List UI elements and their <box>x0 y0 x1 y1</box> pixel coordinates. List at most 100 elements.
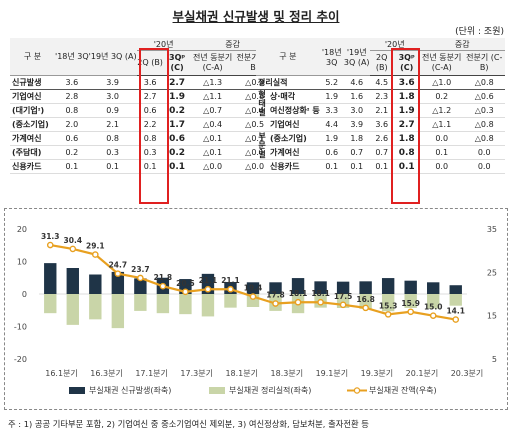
bar <box>156 294 170 314</box>
point <box>159 282 167 290</box>
bar <box>449 294 462 306</box>
bar <box>404 280 417 294</box>
row-label: 가계여신 <box>10 131 55 146</box>
table-cell: △1.2 <box>419 103 464 118</box>
bar <box>381 294 395 312</box>
table-cell: 0.1 <box>55 159 89 174</box>
left-axis-tick-label: 10 <box>17 258 27 267</box>
left-axis-tick-label: 0 <box>22 290 27 299</box>
data-label: 17.5 <box>334 292 353 301</box>
point <box>317 298 324 306</box>
left-header-change: 증감 <box>190 38 275 51</box>
row-label: 정리실적 <box>256 75 320 90</box>
point <box>137 274 144 282</box>
legend-swatch <box>353 387 361 394</box>
table-cell: 2.7 <box>393 117 420 132</box>
table-cell: 3.6 <box>136 75 164 90</box>
table-row: 부문별 기업여신 4.4 3.9 3.6 2.7 △1.1 △0.8 <box>256 117 505 174</box>
table-row: (중소기업) 1.9 1.8 2.6 1.8 0.0 △0.8 <box>256 131 505 146</box>
group-label: 형태별 <box>256 89 268 118</box>
point <box>339 301 347 309</box>
point <box>272 300 279 307</box>
table-cell: △0.8 <box>463 75 505 90</box>
table-cell: 0.2 <box>163 103 191 118</box>
bar <box>134 294 147 311</box>
right-header-col: 전년 동분기 (C-A) <box>419 50 464 76</box>
data-label: 31.3 <box>41 232 60 241</box>
table-cell: 0.7 <box>369 145 394 160</box>
table-cell: 0.8 <box>88 131 137 146</box>
legend-label: 부실채권 정리실적(좌축) <box>229 385 311 395</box>
x-axis-tick-label: 19.3분기 <box>361 369 394 378</box>
table-cell: △0.3 <box>463 103 505 118</box>
bar <box>201 294 215 317</box>
table-cell: 3.3 <box>319 103 344 118</box>
table-row: 가계여신 0.6 0.7 0.7 0.8 0.1 0.0 <box>256 145 505 160</box>
table-cell: 1.9 <box>319 89 344 104</box>
table-cell: △0.6 <box>463 89 505 104</box>
point <box>407 308 414 316</box>
legend-swatch <box>209 387 225 394</box>
data-label: 18.1 <box>311 289 330 298</box>
left-header-col: '18년 3Q <box>55 38 89 76</box>
table-cell: 0.6 <box>55 131 89 146</box>
right-highlight-box <box>391 48 420 204</box>
table-cell: 3.0 <box>343 103 370 118</box>
row-label: 상·매각 <box>268 89 320 104</box>
point <box>429 312 437 319</box>
page-title: 부실채권 신규발생 및 정리 추이 <box>172 9 340 24</box>
right-header-change: 증감 <box>419 38 505 51</box>
table-cell: 0.1 <box>369 159 394 174</box>
row-label: (중소기업) <box>268 131 320 146</box>
left-header-group: 구 분 <box>10 38 55 76</box>
table-cell: 1.9 <box>319 131 344 146</box>
right-axis-tick-label: 15 <box>487 312 497 321</box>
right-header-col: 3Qᵖ (C) <box>393 50 420 76</box>
right-header-group: 구 분 <box>256 38 320 76</box>
data-label: 15.3 <box>379 301 398 310</box>
data-label: 21.1 <box>221 276 240 285</box>
bar <box>44 263 57 294</box>
bar <box>111 271 125 294</box>
data-label: 15.9 <box>401 299 420 308</box>
group-label: 부문별 <box>256 117 268 174</box>
table-cell: 0.6 <box>136 103 164 118</box>
bar <box>269 282 282 294</box>
row-label: 신용카드 <box>268 159 320 174</box>
table-cell: 0.8 <box>55 103 89 118</box>
point <box>46 241 54 249</box>
table-cell: 2.3 <box>369 89 394 104</box>
footnote: 주 : 1) 공공 기타부문 포함, 2) 기업여신 중 중소기업여신 제외분,… <box>8 419 369 429</box>
table-cell: 0.6 <box>319 145 344 160</box>
left-header-col: 2Q (B) <box>136 50 164 76</box>
table-cell: 0.2 <box>55 145 89 160</box>
table-cell: 4.4 <box>319 117 344 132</box>
table-cell: △0.8 <box>463 131 505 146</box>
bar <box>89 294 102 320</box>
legend-label: 부실채권 잔액(우축) <box>369 385 437 395</box>
x-axis-tick-label: 17.3분기 <box>180 369 213 378</box>
table-cell: 3.6 <box>369 117 394 132</box>
table-cell: 0.0 <box>463 145 505 160</box>
table-cell: 0.1 <box>136 159 164 174</box>
table-cell: △1.0 <box>419 75 464 90</box>
table-cell: 3.6 <box>393 75 420 90</box>
x-axis-tick-label: 19.1분기 <box>316 369 349 378</box>
bar <box>66 294 79 325</box>
left-axis-tick-label: -10 <box>14 323 27 332</box>
table-cell: 0.1 <box>163 159 191 174</box>
table-cell: 3.0 <box>88 89 137 104</box>
row-label: (대기업ᶦ) <box>10 103 55 118</box>
table-row: 신규발생 3.6 3.9 3.6 2.7 △1.3 △0.9 <box>10 75 275 90</box>
row-label: 신규발생 <box>10 75 55 90</box>
bar <box>359 281 372 294</box>
data-label: 17.8 <box>266 291 285 300</box>
bar <box>291 278 305 294</box>
table-cell: △1.3 <box>190 75 235 90</box>
data-label: 14.1 <box>446 307 465 316</box>
table-cell: 1.7 <box>163 117 191 132</box>
table-cell: △0.0 <box>190 159 235 174</box>
row-label: 기업여신 <box>268 117 320 132</box>
right-axis-tick-label: 25 <box>487 268 497 277</box>
row-label: 기업여신 <box>10 89 55 104</box>
